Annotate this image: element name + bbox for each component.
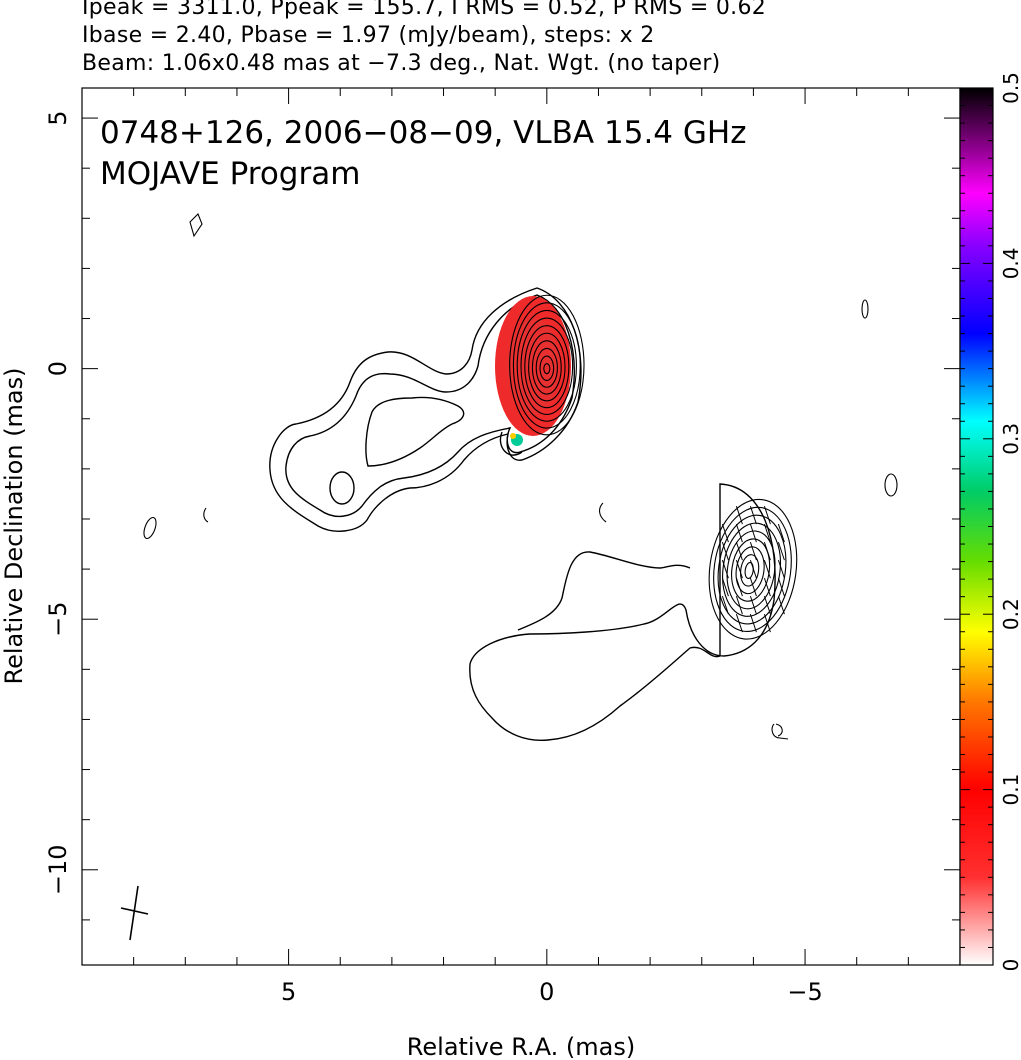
beam-marker (120, 885, 149, 941)
secondary-contour (708, 498, 798, 640)
polarization-vector (763, 541, 771, 561)
secondary-contour (735, 546, 765, 595)
colorbar-ticks (960, 87, 993, 966)
core-contour (528, 332, 566, 402)
colorbar (959, 87, 994, 966)
polarization-vector (721, 541, 729, 561)
y-tick-label: −10 (44, 844, 72, 895)
secondary-contour (740, 554, 760, 587)
plot-frame (81, 87, 961, 966)
polarization-vector (763, 559, 771, 579)
source-label: 0748+126, 2006−08−09, VLBA 15.4 GHz (100, 115, 746, 151)
polarization-vector (735, 595, 743, 615)
secondary-contour (717, 514, 787, 625)
y-tick-labels: 5 0 −5 −10 (44, 110, 72, 895)
polarization-vector (721, 595, 729, 615)
axis-ticks (81, 88, 961, 965)
polarization-vector (721, 577, 729, 597)
x-tick-label: 5 (281, 978, 296, 1006)
noise-island (861, 299, 869, 319)
core-contour (543, 363, 551, 375)
y-tick-label: −5 (44, 602, 72, 637)
secondary-contour (713, 506, 792, 633)
x-tick-label: −5 (787, 978, 822, 1006)
colorbar-tick-label: 0.1 (999, 774, 1021, 806)
polarization-vector (735, 523, 743, 543)
jet-outer-contour (269, 287, 582, 532)
secondary-contour (744, 562, 754, 580)
core-contour-rings (509, 294, 585, 436)
noise-island (599, 502, 607, 523)
contours-core (269, 287, 582, 532)
polarization-vector (749, 577, 757, 597)
polarization-vector (721, 523, 729, 543)
noise-island (884, 473, 898, 497)
jet-inner-contour-2 (365, 396, 465, 467)
noise-island (771, 723, 789, 740)
core-contour (539, 355, 555, 381)
secondary-tail-contour (517, 551, 691, 631)
secondary-contour-rings (708, 498, 798, 640)
polarization-vector (763, 577, 771, 597)
polarization-vector (763, 523, 771, 543)
noise-island (143, 516, 157, 540)
core-contour (512, 302, 581, 429)
colorbar-tick-label: 0.5 (999, 72, 1021, 104)
polarization-vector (735, 577, 743, 597)
noise-islands (143, 213, 898, 740)
polarization-vectors (721, 505, 785, 633)
core-contour (516, 309, 577, 422)
x-axis-title: Relative R.A. (mas) (407, 1033, 635, 1060)
polarization-vector (777, 523, 785, 543)
polarization-vector (777, 577, 785, 597)
polarization-vector (777, 595, 785, 615)
secondary-contour (726, 530, 776, 610)
polarization-vector (749, 541, 757, 561)
header-line-3: Beam: 1.06x0.48 mas at −7.3 deg., Nat. W… (82, 51, 721, 76)
jet-inner-contour-1 (285, 294, 575, 517)
polarization-vector (777, 541, 785, 561)
core-contour (520, 317, 574, 415)
polarization-vector (763, 595, 771, 615)
polarization-vector (749, 523, 757, 543)
polarization-vector (749, 613, 757, 633)
polarization-vector (735, 505, 743, 525)
secondary-outer-contour (469, 483, 776, 741)
polarization-vector (721, 559, 729, 579)
core-contour (535, 347, 558, 388)
polarization-vector (735, 613, 743, 633)
polarization-vector (735, 559, 743, 579)
colorbar-tick-labels: 0 0.1 0.2 0.3 0.4 0.5 (999, 72, 1021, 971)
x-tick-labels: 5 0 −5 (281, 978, 823, 1006)
polarization-vector (763, 613, 771, 633)
core-contour (524, 325, 570, 409)
polarization-vector (735, 541, 743, 561)
y-tick-label: 5 (44, 110, 72, 125)
header-line-1: Ipeak = 3311.0, Ppeak = 155.7, I RMS = 0… (82, 0, 767, 20)
noise-island (203, 507, 209, 523)
polarization-vector (777, 559, 785, 579)
program-label: MOJAVE Program (100, 156, 360, 192)
colorbar-tick-label: 0 (999, 959, 1021, 972)
header-line-2: Ibase = 2.40, Pbase = 1.97 (mJy/beam), s… (82, 23, 655, 48)
y-tick-label: 0 (44, 361, 72, 376)
y-axis-title: Relative Declination (mas) (0, 367, 28, 684)
contours-secondary (469, 483, 776, 741)
colorbar-tick-label: 0.4 (999, 247, 1021, 279)
core-contour (509, 294, 585, 436)
colorbar-tick-label: 0.3 (999, 423, 1021, 455)
core-neck-contour (499, 431, 523, 456)
polarization-vector (749, 595, 757, 615)
noise-island (189, 213, 203, 238)
polarization-vector (749, 505, 757, 525)
x-tick-label: 0 (539, 978, 554, 1006)
secondary-contour (722, 522, 781, 617)
jet-knot-contour (329, 471, 355, 505)
polarization-vector (763, 505, 771, 525)
polarization-vector (749, 559, 757, 579)
colorbar-tick-label: 0.2 (999, 598, 1021, 630)
core-contour (531, 340, 562, 395)
